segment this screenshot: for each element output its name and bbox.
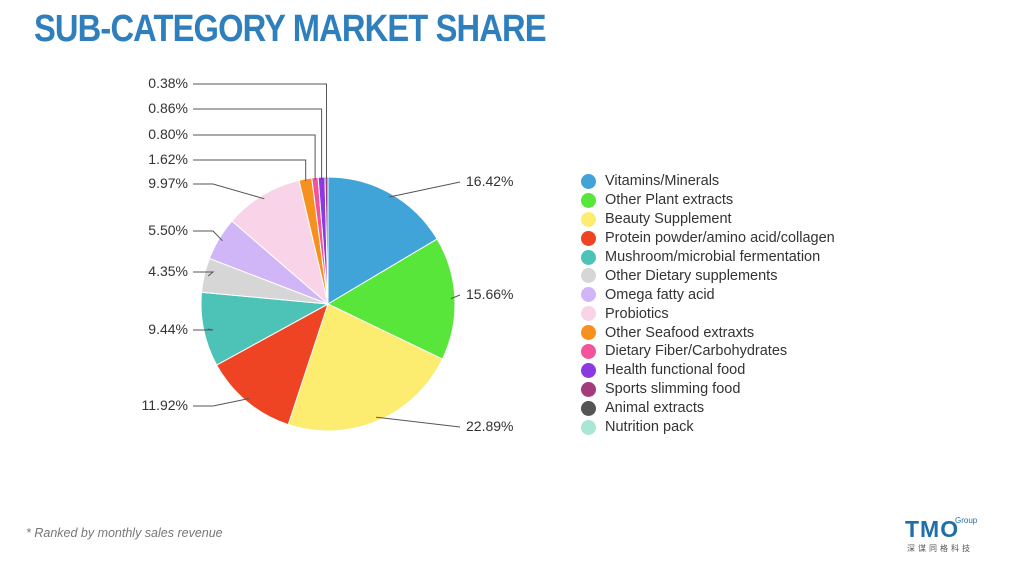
data-label: 16.42% — [466, 173, 513, 189]
data-label: 0.38% — [148, 75, 188, 91]
legend-swatch — [581, 419, 596, 435]
logo-text: TMO — [905, 516, 960, 542]
legend-label: Health functional food — [605, 362, 746, 379]
leader-line — [193, 183, 265, 200]
leader-line — [193, 328, 214, 331]
pie-slice — [287, 303, 444, 432]
data-label: 9.44% — [148, 321, 188, 337]
legend-item: Dietary Fiber/Carbohydrates — [581, 342, 835, 361]
legend-swatch — [581, 362, 596, 378]
legend-item: Beauty Supplement — [581, 210, 835, 229]
legend-item: Other Plant extracts — [581, 191, 835, 210]
legend-label: Nutrition pack — [605, 419, 694, 436]
data-label: 1.62% — [148, 151, 188, 167]
page-title: SUB-CATEGORY MARKET SHARE — [34, 8, 547, 50]
data-label: 22.89% — [466, 418, 513, 434]
legend-swatch — [581, 325, 596, 341]
data-label: 0.86% — [148, 100, 188, 116]
pie-slice — [327, 176, 438, 305]
legend-item: Sports slimming food — [581, 380, 835, 399]
legend-swatch — [581, 343, 596, 359]
legend-item: Health functional food — [581, 361, 835, 380]
legend-item: Nutrition pack — [581, 418, 835, 437]
data-label: 11.92% — [142, 397, 188, 413]
legend-swatch — [581, 287, 596, 303]
legend-label: Animal extracts — [605, 400, 705, 417]
leader-line — [388, 181, 461, 198]
pie-slice — [215, 302, 329, 426]
legend-swatch — [581, 173, 596, 189]
legend-item: Vitamins/Minerals — [581, 172, 835, 191]
logo-subtext: Group — [955, 516, 978, 525]
legend-item: Other Dietary supplements — [581, 266, 835, 285]
legend-label: Vitamins/Minerals — [605, 173, 720, 190]
legend-label: Omega fatty acid — [605, 286, 715, 303]
company-logo: TMO Group 深谋同格科技 — [905, 516, 1000, 556]
legend-swatch — [581, 249, 596, 265]
legend-label: Other Plant extracts — [605, 192, 734, 209]
leader-line — [193, 159, 307, 181]
legend-item: Probiotics — [581, 304, 835, 323]
leader-line — [193, 398, 250, 407]
legend-swatch — [581, 230, 596, 246]
legend-swatch — [581, 381, 596, 397]
legend-swatch — [581, 400, 596, 416]
data-label: 4.35% — [148, 263, 188, 279]
legend-swatch — [581, 192, 596, 208]
legend-item: Protein powder/amino acid/collagen — [581, 229, 835, 248]
footnote: * Ranked by monthly sales revenue — [26, 526, 223, 540]
leader-line — [193, 83, 327, 179]
pie-slice — [231, 179, 329, 306]
legend-swatch — [581, 211, 596, 227]
leader-line — [193, 108, 323, 180]
legend-label: Beauty Supplement — [605, 211, 732, 228]
legend-item: Mushroom/microbial fermentation — [581, 248, 835, 267]
legend-label: Dietary Fiber/Carbohydrates — [605, 343, 788, 360]
data-label: 15.66% — [466, 286, 513, 302]
legend-swatch — [581, 268, 596, 284]
data-label: 5.50% — [148, 222, 188, 238]
legend-item: Animal extracts — [581, 399, 835, 418]
legend-label: Other Dietary supplements — [605, 267, 778, 284]
leader-line — [193, 271, 215, 277]
leader-line — [450, 294, 461, 300]
legend-label: Protein powder/amino acid/collagen — [605, 230, 835, 247]
legend-label: Mushroom/microbial fermentation — [605, 249, 821, 265]
data-label: 0.80% — [148, 126, 188, 142]
logo-chinese-text: 深谋同格科技 — [907, 544, 973, 553]
pie-slice — [326, 238, 456, 360]
legend-item: Omega fatty acid — [581, 285, 835, 304]
legend-label: Other Seafood extraxts — [605, 324, 755, 341]
legend-swatch — [581, 306, 596, 322]
chart-legend: Vitamins/Minerals Other Plant extracts Bea… — [581, 172, 835, 436]
legend-label: Probiotics — [605, 305, 669, 322]
leader-line — [193, 230, 223, 242]
legend-label: Sports slimming food — [605, 381, 741, 398]
data-label: 9.97% — [148, 175, 188, 191]
legend-item: Other Seafood extraxts — [581, 323, 835, 342]
leader-line — [193, 134, 316, 180]
leader-line — [376, 416, 461, 428]
